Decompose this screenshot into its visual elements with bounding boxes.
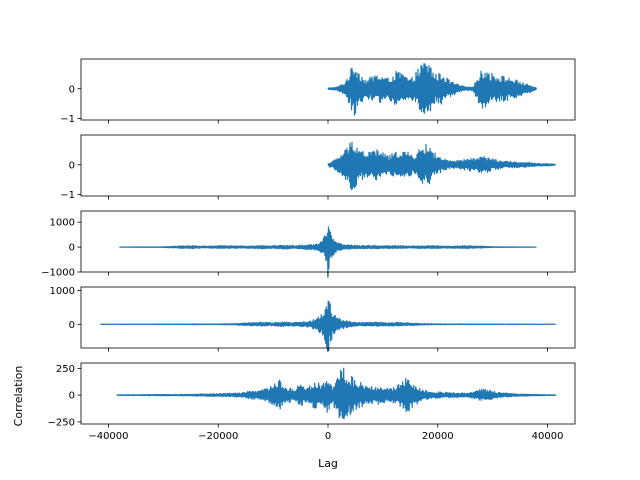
y-tick-label: 0: [69, 84, 75, 95]
x-tick-label: 0: [325, 431, 331, 442]
y-tick-label: −250: [48, 417, 75, 428]
subplot-3: −1000 0 1000: [41, 210, 576, 279]
subplot-4: 0 1000: [50, 286, 576, 352]
subplot-panels: −1 0 −1 0 −1000 0 1000 0 1000 −250 0 250 −40000 −2000…: [41, 58, 576, 442]
y-tick-label: −1: [60, 114, 75, 125]
y-tick-label: 1000: [50, 218, 75, 229]
y-tick-label: 250: [56, 364, 75, 375]
subplot-5: −250 0 250 −40000 −20000 0 20000 40000: [48, 362, 576, 442]
y-tick-label: 1000: [50, 286, 75, 297]
series-line-2: [327, 141, 557, 190]
y-tick-label: 0: [69, 243, 75, 254]
x-axis-label: Lag: [318, 457, 338, 470]
x-tick-label: −40000: [88, 431, 128, 442]
subplot-1: −1 0: [60, 58, 576, 125]
series-line-5: [116, 367, 557, 420]
y-axis-label: Correlation: [12, 366, 25, 427]
y-tick-label: 0: [69, 160, 75, 171]
series-line-3: [119, 226, 537, 279]
subplot-2: −1 0: [60, 134, 576, 201]
series-line-4: [100, 300, 556, 352]
x-tick-label: 40000: [532, 431, 564, 442]
x-tick-label: −20000: [198, 431, 238, 442]
y-tick-label: 0: [69, 320, 75, 331]
y-tick-label: −1000: [41, 268, 75, 279]
series-line-1: [327, 63, 538, 116]
y-tick-label: 0: [69, 391, 75, 402]
x-tick-label: 20000: [422, 431, 454, 442]
y-tick-label: −1: [60, 190, 75, 201]
